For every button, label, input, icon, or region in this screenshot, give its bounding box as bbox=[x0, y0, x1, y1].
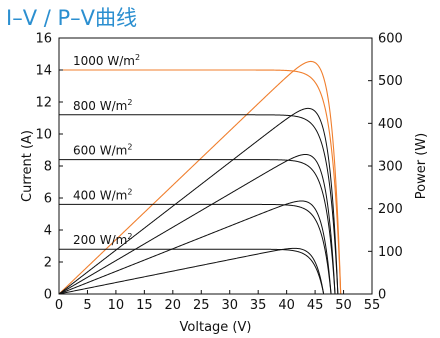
x-axis-label: Voltage (V) bbox=[180, 320, 252, 335]
x-tick-label: 30 bbox=[221, 298, 238, 313]
x-tick-label: 35 bbox=[250, 298, 267, 313]
x-tick-label: 15 bbox=[136, 298, 153, 313]
y-tick-label: 10 bbox=[35, 128, 52, 143]
y-tick-label: 16 bbox=[35, 32, 52, 47]
iv-curve-1000 bbox=[59, 69, 342, 295]
y2-tick-label: 0 bbox=[378, 288, 386, 303]
y2-tick-label: 600 bbox=[378, 32, 403, 47]
y-tick-label: 0 bbox=[44, 288, 52, 303]
y2-tick-label: 100 bbox=[378, 245, 403, 260]
pv-curve-400 bbox=[58, 200, 332, 295]
irradiance-label: 800 W/m2 bbox=[73, 98, 132, 113]
x-tick-label: 25 bbox=[193, 298, 210, 313]
y2-tick-label: 300 bbox=[378, 160, 403, 175]
irradiance-labels: 1000 W/m2 800 W/m2 600 W/m2 400 W/m2 200 W/m… bbox=[73, 53, 140, 247]
chart-title: I–V / P–V曲线 bbox=[6, 6, 138, 30]
y-tick-label: 12 bbox=[35, 96, 52, 111]
pv-curve-600 bbox=[58, 153, 336, 295]
iv-curve-800 bbox=[59, 114, 339, 295]
iv-curve-600 bbox=[59, 159, 336, 295]
x-tick-label: 0 bbox=[55, 298, 63, 313]
iv-curve-200 bbox=[59, 248, 325, 295]
x-tick-label: 10 bbox=[108, 298, 125, 313]
y-tick-label: 4 bbox=[44, 224, 52, 239]
y-tick-label: 14 bbox=[35, 64, 52, 79]
y-tick-label: 6 bbox=[44, 192, 52, 207]
x-tick-label: 40 bbox=[278, 298, 295, 313]
irradiance-label: 200 W/m2 bbox=[73, 232, 132, 247]
x-tick-label: 5 bbox=[83, 298, 91, 313]
y2-tick-label: 400 bbox=[378, 117, 403, 132]
curves-layer bbox=[58, 60, 342, 295]
x-tick-label: 50 bbox=[335, 298, 352, 313]
y2-tick-label: 500 bbox=[378, 74, 403, 89]
plot-frame bbox=[58, 37, 373, 295]
axes-layer: 0 5 10 15 20 25 30 35 40 45 50 55024681012141601002… bbox=[35, 32, 402, 314]
y2-axis-label: Power (W) bbox=[414, 133, 429, 199]
pv-curve-1000 bbox=[58, 60, 342, 295]
y-tick-label: 8 bbox=[44, 160, 52, 175]
x-tick-label: 45 bbox=[307, 298, 324, 313]
y-tick-label: 2 bbox=[44, 256, 52, 271]
irradiance-label: 600 W/m2 bbox=[73, 143, 132, 158]
x-tick-label: 20 bbox=[165, 298, 182, 313]
y2-tick-label: 200 bbox=[378, 202, 403, 217]
iv-curve-400 bbox=[59, 203, 332, 295]
y-axis-label: Current (A) bbox=[20, 130, 35, 202]
x-tick-label: 55 bbox=[364, 298, 381, 313]
irradiance-label: 400 W/m2 bbox=[73, 187, 132, 202]
irradiance-label: 1000 W/m2 bbox=[73, 53, 140, 68]
